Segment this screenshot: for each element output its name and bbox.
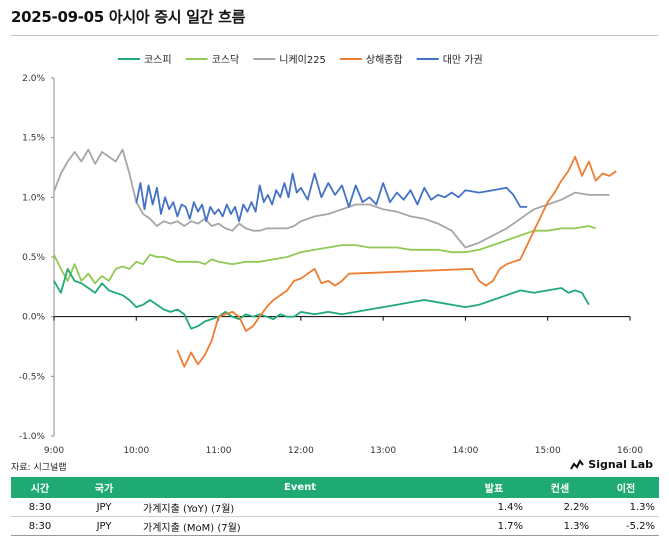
x-tick-label: 10:00 [123,446,149,456]
x-tick-label: 11:00 [206,446,232,456]
cell-previous: -5.2% [593,516,659,536]
legend-label: 상해종합 [366,53,403,66]
x-tick-label: 13:00 [370,446,396,456]
y-tick-label: 1.0% [22,193,45,203]
x-tick-label: 14:00 [452,446,478,456]
legend-item: 니케이225 [253,54,326,66]
legend-item: 코스닥 [185,54,240,66]
y-tick-label: -0.5% [19,372,46,382]
x-tick-label: 15:00 [535,446,561,456]
y-tick-label: 0.5% [22,253,45,263]
brand-name: Signal Lab [588,458,653,471]
event-table: 시간 국가 Event 발표 컨센 이전 8:30 JPY 가계지출 (YoY)… [11,477,659,536]
header-actual: 발표 [461,477,527,498]
cell-time: 8:30 [11,516,69,536]
cell-time: 8:30 [11,498,69,517]
cell-consensus: 1.3% [527,516,593,536]
cell-consensus: 2.2% [527,498,593,517]
title-divider [11,35,658,36]
line-chart: 코스피 코스닥 니케이225 상해종합 대만 가권 2.0% 1.5% 1.0% 0.5% 0.… [19,53,643,456]
x-tick-label: 16:00 [617,446,643,456]
legend-label: 니케이225 [279,54,326,66]
source-note: 자료: 시그널랩 [11,463,67,473]
page-title: 2025-09-05 아시아 증시 일간 흐름 [11,8,246,26]
y-tick-label: 1.5% [22,134,45,144]
cell-actual: 1.7% [461,516,527,536]
x-tick-label: 9:00 [44,446,64,456]
cell-actual: 1.4% [461,498,527,517]
legend-label: 코스닥 [212,54,240,66]
header-event: Event [139,477,461,498]
legend-item: 코스피 [118,54,172,66]
header-country: 국가 [69,477,139,498]
table-row: 8:30 JPY 가계지출 (MoM) (7월) 1.7% 1.3% -5.2% [11,516,659,536]
header-time: 시간 [11,477,69,498]
y-tick-label: 0.0% [22,313,45,323]
series-line-2 [53,225,596,285]
series-line-1 [53,267,590,330]
cell-event: 가계지출 (YoY) (7월) [139,498,461,517]
y-axis: 2.0% 1.5% 1.0% 0.5% 0.0% -0.5% -1.0% [19,74,55,442]
y-tick-label: 2.0% [22,74,45,84]
series-line-3 [53,148,610,249]
series-lines [53,148,617,368]
chart-legend: 코스피 코스닥 니케이225 상해종합 대만 가권 [118,53,483,66]
header-previous: 이전 [593,477,659,498]
cell-country: JPY [69,498,139,517]
cell-event: 가계지출 (MoM) (7월) [139,516,461,536]
series-line-5 [135,172,528,223]
x-tick-label: 12:00 [288,446,314,456]
x-axis: 9:00 10:00 11:00 12:00 13:00 14:00 15:00 16:00 [44,316,643,456]
series-line-4 [176,155,617,368]
y-tick-label: -1.0% [19,432,46,442]
signal-icon [570,458,585,470]
cell-previous: 1.3% [593,498,659,517]
cell-country: JPY [69,516,139,536]
legend-item: 상해종합 [339,53,403,66]
legend-label: 대만 가권 [443,54,483,66]
event-table-header: 시간 국가 Event 발표 컨센 이전 [11,477,659,498]
legend-item: 대만 가권 [416,54,483,66]
legend-label: 코스피 [144,54,172,66]
header-consensus: 컨센 [527,477,593,498]
brand-logo: Signal Lab [570,458,653,471]
table-row: 8:30 JPY 가계지출 (YoY) (7월) 1.4% 2.2% 1.3% [11,498,659,517]
